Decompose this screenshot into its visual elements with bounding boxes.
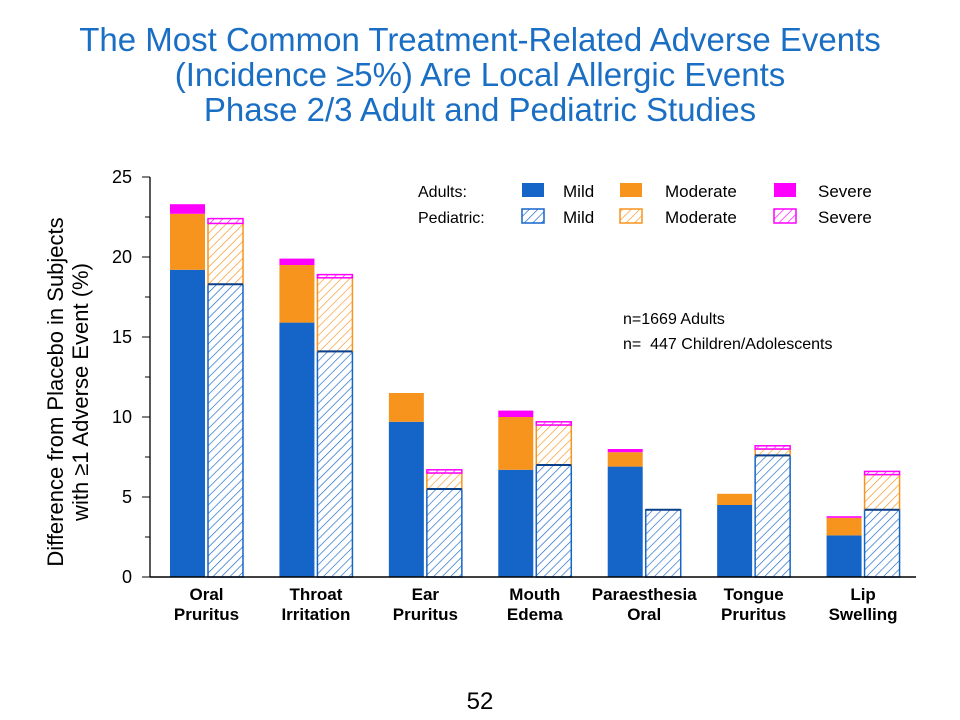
y-tick-label: 20: [112, 247, 132, 267]
x-tick-label: Oral: [189, 585, 223, 604]
pediatric-moderate-bar: [426, 472, 463, 490]
legend-label-mild: Mild: [563, 208, 594, 227]
adult-mild-bar: [717, 505, 753, 577]
x-tick-label: Mouth: [509, 585, 560, 604]
x-tick-label: Throat: [289, 585, 342, 604]
x-tick-label: Pruritus: [174, 605, 239, 624]
pediatric-mild-bar: [426, 488, 463, 578]
pediatric-mild-bar: [644, 509, 682, 578]
pediatric-moderate-bar: [316, 277, 354, 353]
legend-swatch-severe: [773, 208, 797, 224]
adult-moderate-bar: [388, 393, 424, 422]
y-tick-label: 10: [112, 407, 132, 427]
adult-mild-bar: [388, 421, 424, 577]
legend-label-severe: Severe: [818, 182, 872, 201]
x-tick-label: Ear: [412, 585, 440, 604]
legend-row-label: Adults:: [418, 184, 467, 201]
pediatric-severe-bar: [863, 470, 901, 476]
y-axis-title-line-2: with ≥1 Adverse Event (%): [68, 263, 93, 521]
adult-severe-bar: [607, 449, 643, 453]
adult-mild-bar: [170, 269, 205, 577]
adult-severe-bar: [498, 410, 534, 417]
pediatric-severe-bar: [207, 217, 244, 225]
pediatric-moderate-bar: [535, 424, 573, 466]
page-number: 52: [466, 688, 494, 715]
x-tick-label: Paraesthesia: [592, 585, 697, 604]
adult-moderate-bar: [826, 517, 862, 536]
adult-severe-bar: [170, 204, 205, 214]
pediatric-moderate-bar: [863, 473, 901, 511]
adult-mild-bar: [826, 535, 862, 577]
pediatric-mild-bar: [754, 454, 791, 578]
x-tick-label: Pruritus: [393, 605, 458, 624]
title-line-1: The Most Common Treatment-Related Advers…: [79, 21, 881, 58]
x-tick-label: Swelling: [829, 605, 898, 624]
legend-swatch-severe: [774, 183, 796, 197]
y-axis-title-line-1: Difference from Placebo in Subjects: [43, 217, 68, 567]
sample-size-annotation: n=1669 Adults: [623, 311, 725, 328]
y-axis-title: Difference from Placebo in Subjects with…: [43, 142, 93, 642]
pediatric-mild-bar: [863, 509, 901, 578]
adult-mild-bar: [279, 322, 315, 577]
x-tick-label: Irritation: [281, 605, 350, 624]
legend-label-moderate: Moderate: [665, 208, 737, 227]
legend-row-label: Pediatric:: [418, 210, 485, 227]
legend-label-severe: Severe: [818, 208, 872, 227]
x-tick-label: Lip: [850, 585, 876, 604]
x-tick-label: Edema: [507, 605, 563, 624]
title-line-2: (Incidence ≥5%) Are Local Allergic Event…: [174, 56, 786, 93]
legend-swatch-moderate: [619, 208, 643, 224]
slide-title: The Most Common Treatment-Related Advers…: [0, 22, 960, 127]
adult-moderate-bar: [170, 213, 205, 270]
y-tick-label: 5: [122, 487, 132, 507]
pediatric-mild-bar: [207, 283, 244, 578]
y-tick-label: 25: [112, 167, 132, 187]
adult-mild-bar: [607, 466, 643, 577]
legend-label-mild: Mild: [563, 182, 594, 201]
adult-severe-bar: [826, 516, 862, 518]
adult-moderate-bar: [607, 452, 643, 467]
pediatric-severe-bar: [535, 421, 573, 426]
title-line-3: Phase 2/3 Adult and Pediatric Studies: [203, 91, 757, 128]
x-tick-label: Oral: [627, 605, 661, 624]
sample-size-annotation: n= 447 Children/Adolescents: [623, 336, 832, 353]
pediatric-severe-bar: [426, 469, 463, 474]
y-tick-label: 15: [112, 327, 132, 347]
x-tick-label: Pruritus: [721, 605, 786, 624]
legend: Adults: Mild Moderate Severe Pediatric: Mild M…: [418, 182, 872, 227]
adult-severe-bar: [279, 258, 315, 265]
pediatric-mild-bar: [316, 350, 354, 578]
adult-moderate-bar: [498, 417, 534, 470]
x-tick-label: Tongue: [724, 585, 784, 604]
legend-swatch-mild: [522, 183, 544, 197]
pediatric-severe-bar: [316, 273, 354, 279]
pediatric-severe-bar: [754, 445, 791, 450]
legend-swatch-mild: [521, 208, 545, 224]
pediatric-mild-bar: [535, 464, 573, 578]
adult-moderate-bar: [279, 265, 315, 323]
legend-label-moderate: Moderate: [665, 182, 737, 201]
adult-mild-bar: [498, 469, 534, 577]
y-tick-label: 0: [122, 567, 132, 587]
legend-swatch-moderate: [620, 183, 642, 197]
pediatric-moderate-bar: [207, 222, 244, 285]
adult-moderate-bar: [717, 493, 753, 505]
